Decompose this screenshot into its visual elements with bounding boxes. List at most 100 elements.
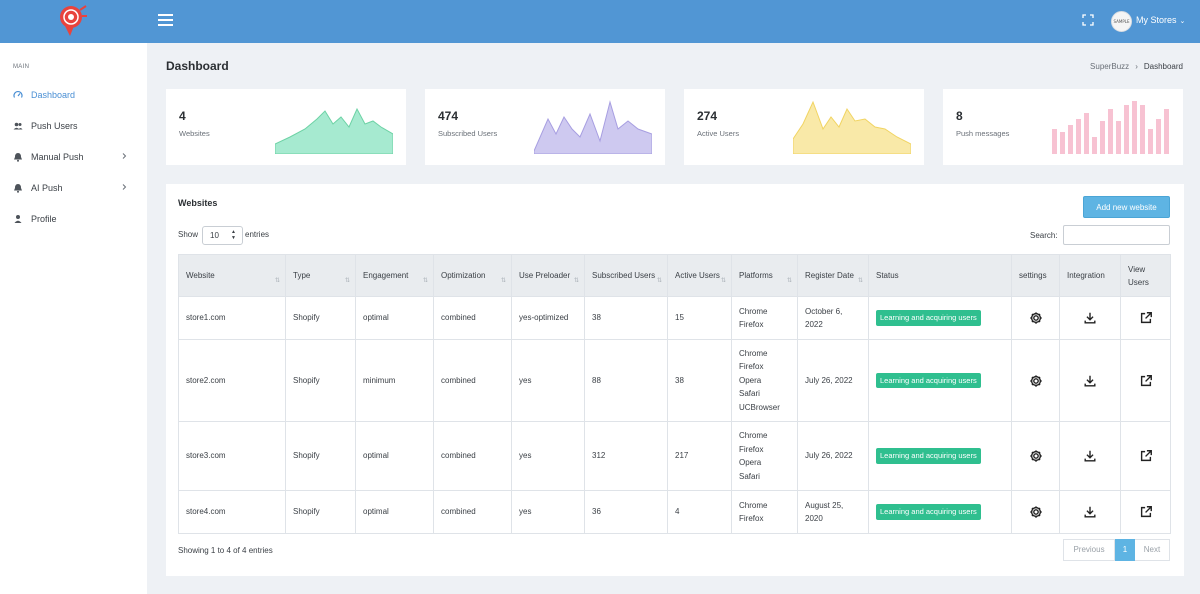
column-header-engagement[interactable]: Engagement ⇅ bbox=[355, 254, 434, 297]
select-arrows-icon: ▲ ▼ bbox=[231, 229, 236, 241]
sidebar-item-label: Dashboard bbox=[31, 90, 76, 100]
stat-label: Active Users bbox=[697, 129, 740, 138]
sidebar-item-profile[interactable]: Profile bbox=[0, 207, 147, 231]
download-icon bbox=[1084, 506, 1096, 518]
bar-sparkline-push-messages bbox=[1052, 101, 1169, 154]
status-badge: Learning and acquiring users bbox=[876, 504, 981, 520]
stat-value: 8 bbox=[956, 109, 963, 123]
settings-button[interactable] bbox=[1011, 490, 1060, 534]
view-users-button[interactable] bbox=[1120, 339, 1171, 422]
cell-type: Shopify bbox=[285, 339, 356, 422]
cell-type: Shopify bbox=[285, 490, 356, 534]
column-header-integration: Integration bbox=[1059, 254, 1121, 297]
external-link-icon bbox=[1140, 312, 1152, 324]
column-header-subscribed-users[interactable]: Subscribed Users ⇅ bbox=[584, 254, 668, 297]
cell-date: July 26, 2022 bbox=[797, 421, 869, 491]
fullscreen-icon[interactable] bbox=[1082, 14, 1094, 26]
cell-status: Learning and acquiring users bbox=[868, 339, 1012, 422]
sidebar-item-label: Push Users bbox=[31, 121, 78, 131]
download-icon bbox=[1084, 312, 1096, 324]
entries-per-page-value: 10 bbox=[210, 231, 219, 240]
stat-value: 4 bbox=[179, 109, 186, 123]
gear-icon bbox=[1029, 450, 1042, 462]
cell-engagement: optimal bbox=[355, 296, 434, 340]
entries-per-page-select[interactable]: 10 ▲ ▼ bbox=[202, 226, 243, 245]
search-input[interactable] bbox=[1063, 225, 1170, 245]
settings-button[interactable] bbox=[1011, 421, 1060, 491]
view-users-button[interactable] bbox=[1120, 296, 1171, 340]
bell-icon bbox=[14, 184, 22, 193]
add-new-website-button[interactable]: Add new website bbox=[1083, 196, 1170, 218]
chevron-right-icon bbox=[122, 184, 127, 190]
table-row: store3.com Shopify optimal combined yes 312 21… bbox=[178, 421, 1171, 491]
gear-icon bbox=[1029, 506, 1042, 518]
sparkline-active-users bbox=[793, 100, 911, 154]
settings-button[interactable] bbox=[1011, 339, 1060, 422]
cell-optimization: combined bbox=[433, 490, 512, 534]
integration-download-button[interactable] bbox=[1059, 421, 1121, 491]
cell-subscribed: 312 bbox=[584, 421, 668, 491]
stat-card-subscribed-users: 474 Subscribed Users bbox=[425, 89, 665, 165]
column-header-website[interactable]: Website ⇅ bbox=[178, 254, 286, 297]
page-title: Dashboard bbox=[166, 59, 229, 73]
cell-status: Learning and acquiring users bbox=[868, 421, 1012, 491]
previous-page-button[interactable]: Previous bbox=[1063, 539, 1115, 561]
cell-active: 217 bbox=[667, 421, 732, 491]
column-header-active-users[interactable]: Active Users ⇅ bbox=[667, 254, 732, 297]
cell-date: July 26, 2022 bbox=[797, 339, 869, 422]
sidebar-item-manual-push[interactable]: Manual Push bbox=[0, 145, 147, 169]
status-badge: Learning and acquiring users bbox=[876, 372, 981, 389]
cell-optimization: combined bbox=[433, 296, 512, 340]
integration-download-button[interactable] bbox=[1059, 339, 1121, 422]
column-header-optimization[interactable]: Optimization ⇅ bbox=[433, 254, 512, 297]
my-stores-menu[interactable]: My Stores ⌄ bbox=[1136, 15, 1185, 25]
column-header-platforms[interactable]: Platforms ⇅ bbox=[731, 254, 798, 297]
next-page-button[interactable]: Next bbox=[1135, 539, 1170, 561]
cell-subscribed: 38 bbox=[584, 296, 668, 340]
breadcrumb-link[interactable]: SuperBuzz bbox=[1090, 62, 1130, 71]
table-row: store4.com Shopify optimal combined yes 36 4 Ch… bbox=[178, 490, 1171, 534]
superbuzz-logo-icon[interactable] bbox=[56, 4, 88, 38]
sidebar: MAIN Dashboard Push Users Manual Push AI… bbox=[0, 43, 147, 594]
sidebar-item-dashboard[interactable]: Dashboard bbox=[0, 83, 147, 107]
column-header-type[interactable]: Type ⇅ bbox=[285, 254, 356, 297]
sparkline-subscribed-users bbox=[534, 100, 652, 154]
view-users-button[interactable] bbox=[1120, 421, 1171, 491]
cell-optimization: combined bbox=[433, 421, 512, 491]
settings-button[interactable] bbox=[1011, 296, 1060, 340]
cell-website: store1.com bbox=[178, 296, 286, 340]
sort-icon: ⇅ bbox=[573, 278, 579, 284]
integration-download-button[interactable] bbox=[1059, 490, 1121, 534]
sidebar-item-ai-push[interactable]: AI Push bbox=[0, 176, 147, 200]
stat-label: Websites bbox=[179, 129, 210, 138]
cell-engagement: optimal bbox=[355, 421, 434, 491]
view-users-button[interactable] bbox=[1120, 490, 1171, 534]
download-icon bbox=[1084, 375, 1096, 387]
integration-download-button[interactable] bbox=[1059, 296, 1121, 340]
cell-platforms: Chrome Firefox Opera Safari UCBrowser bbox=[731, 339, 798, 422]
cell-platforms: Chrome Firefox bbox=[731, 296, 798, 340]
sidebar-item-push-users[interactable]: Push Users bbox=[0, 114, 147, 138]
breadcrumb: SuperBuzz › Dashboard bbox=[1090, 62, 1183, 71]
column-header-register-date[interactable]: Register Date ⇅ bbox=[797, 254, 869, 297]
menu-toggle-icon[interactable] bbox=[158, 14, 173, 26]
chevron-down-icon: ⌄ bbox=[1179, 18, 1186, 25]
cell-website: store4.com bbox=[178, 490, 286, 534]
card-title: Websites bbox=[178, 198, 218, 208]
sort-icon: ⇅ bbox=[344, 278, 350, 284]
page-1-button[interactable]: 1 bbox=[1115, 539, 1135, 561]
gear-icon bbox=[1029, 374, 1042, 387]
websites-table: Website ⇅ Type ⇅ Engagement ⇅ Optimization ⇅… bbox=[178, 254, 1171, 534]
chevron-right-icon bbox=[122, 153, 127, 159]
stat-card-push-messages: 8 Push messages bbox=[943, 89, 1183, 165]
top-bar: SAMPLE My Stores ⌄ bbox=[0, 0, 1200, 43]
column-header-use-preloader[interactable]: Use Preloader ⇅ bbox=[511, 254, 585, 297]
cell-optimization: combined bbox=[433, 339, 512, 422]
entries-label: entries bbox=[245, 230, 270, 239]
cell-subscribed: 36 bbox=[584, 490, 668, 534]
sort-icon: ⇅ bbox=[720, 278, 726, 284]
search-label: Search: bbox=[1030, 231, 1058, 240]
avatar[interactable]: SAMPLE bbox=[1111, 11, 1132, 32]
cell-active: 15 bbox=[667, 296, 732, 340]
table-info: Showing 1 to 4 of 4 entries bbox=[178, 546, 273, 555]
